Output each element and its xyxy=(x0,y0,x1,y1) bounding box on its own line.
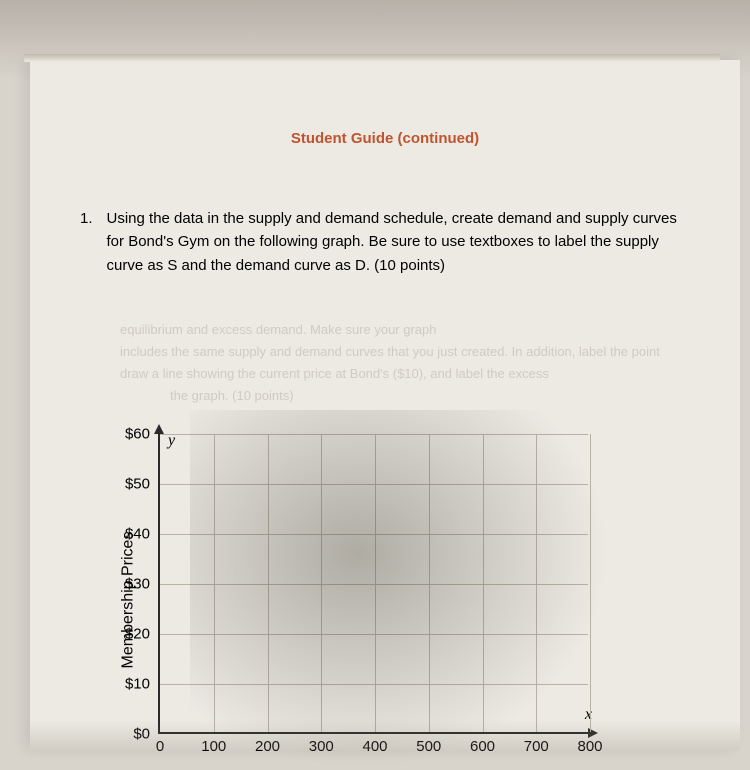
y-tick-label: $30 xyxy=(100,576,150,593)
page-title: Student Guide (continued) xyxy=(70,130,700,147)
ghost-line-2: includes the same supply and demand curv… xyxy=(120,342,700,363)
y-tick-label: $50 xyxy=(100,476,150,493)
gridline-h xyxy=(160,684,588,685)
gridline-h xyxy=(160,434,588,435)
worksheet-paper: Student Guide (continued) 1. Using the d… xyxy=(30,60,740,750)
question-1: 1. Using the data in the supply and dema… xyxy=(80,207,680,277)
ghost-line-3: draw a line showing the current price at… xyxy=(120,364,700,385)
y-tick-label: $20 xyxy=(100,626,150,643)
gridline-v xyxy=(536,434,537,732)
ghost-line-1: equilibrium and excess demand. Make sure… xyxy=(120,320,700,341)
question-number: 1. xyxy=(80,207,93,277)
gridline-h xyxy=(160,534,588,535)
gridline-h xyxy=(160,634,588,635)
y-tick-label: $40 xyxy=(100,526,150,543)
gridline-v xyxy=(483,434,484,732)
plot-area: y x 0100200300400500600700800 xyxy=(158,434,588,734)
y-tick-label: $60 xyxy=(100,426,150,443)
ghost-line-4: the graph. (10 points) xyxy=(170,386,700,407)
chart: Membership Prices $60$50$40$30$20$10$0 y… xyxy=(100,430,620,770)
y-axis-label: Membership Prices xyxy=(119,532,137,669)
gridline-h xyxy=(160,484,588,485)
gridline-v xyxy=(214,434,215,732)
gridline-v xyxy=(268,434,269,732)
question-text: Using the data in the supply and demand … xyxy=(107,207,680,277)
gridline-v xyxy=(375,434,376,732)
y-axis-arrow-icon xyxy=(154,424,164,434)
y-tick-label: $10 xyxy=(100,676,150,693)
gridline-v xyxy=(590,434,591,732)
gridline-h xyxy=(160,584,588,585)
bottom-fade xyxy=(30,720,740,750)
gridline-v xyxy=(321,434,322,732)
gridline-v xyxy=(429,434,430,732)
